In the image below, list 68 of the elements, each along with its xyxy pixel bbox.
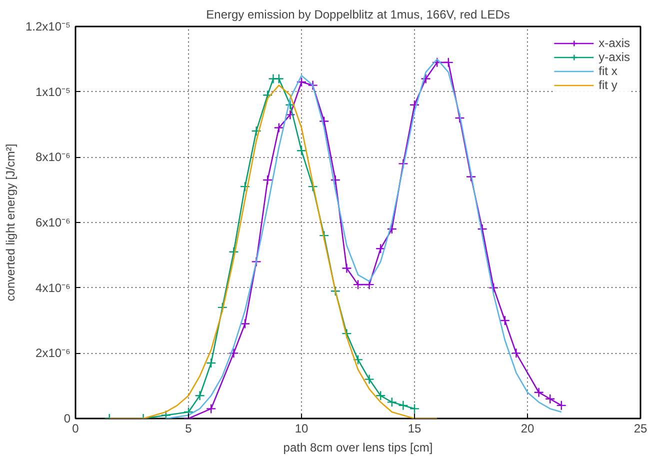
- point: [386, 224, 397, 234]
- point: [240, 318, 250, 329]
- point: [274, 74, 284, 84]
- point: [296, 146, 307, 156]
- point: [409, 404, 420, 414]
- legend-label: y-axis: [598, 50, 630, 64]
- y-tick-label: 0: [64, 412, 71, 426]
- point: [262, 90, 273, 100]
- point: [194, 390, 205, 401]
- y-tick-label: 1x10⁻⁵: [36, 84, 71, 99]
- point: [443, 57, 454, 68]
- point: [398, 158, 408, 169]
- point: [330, 286, 340, 296]
- point: [251, 256, 262, 267]
- point: [556, 400, 566, 411]
- point: [352, 354, 364, 365]
- point: [477, 224, 488, 234]
- point: [206, 358, 216, 368]
- point: [409, 100, 420, 110]
- x-tick-label: 15: [408, 422, 422, 436]
- point: [398, 400, 408, 411]
- point: [342, 263, 352, 274]
- point: [262, 174, 273, 186]
- y-axis-title: converted light energy [J/cm²]: [3, 144, 18, 302]
- y-tick-label: 2x10⁻⁶: [36, 346, 71, 360]
- point: [342, 328, 352, 339]
- point: [376, 244, 386, 254]
- point: [285, 110, 296, 120]
- point: [228, 246, 239, 257]
- x-tick-label: 25: [634, 422, 648, 436]
- point: [545, 394, 556, 404]
- point: [454, 112, 465, 124]
- point: [534, 387, 544, 398]
- x-tick-label: 5: [185, 422, 192, 436]
- point: [228, 348, 239, 358]
- legend-label: x-axis: [598, 36, 630, 50]
- point: [308, 80, 318, 90]
- point: [206, 404, 216, 414]
- chart-title: Energy emission by Doppelblitz at 1mus, 166V, red LEDs: [206, 8, 510, 22]
- point: [251, 126, 262, 136]
- point: [511, 348, 522, 358]
- point: [319, 116, 330, 126]
- y-tick-label: 4x10⁻⁶: [36, 280, 71, 295]
- point: [364, 374, 374, 384]
- point: [364, 279, 374, 290]
- y-tick-label: 1.2x10⁻⁵: [25, 20, 71, 34]
- legend-label: fit y: [598, 78, 618, 92]
- point: [352, 279, 364, 290]
- point: [386, 397, 397, 408]
- x-axis-title: path 8cm over lens tips [cm]: [283, 440, 433, 454]
- point: [274, 122, 284, 133]
- y-tick-label: 8x10⁻⁶: [36, 150, 71, 164]
- point: [296, 76, 307, 88]
- point: [330, 174, 340, 186]
- point: [160, 410, 171, 418]
- point: [420, 74, 431, 84]
- x-tick-label: 10: [294, 422, 308, 436]
- x-tick-label: 20: [520, 422, 534, 436]
- legend-label: fit x: [598, 64, 618, 78]
- point: [376, 390, 386, 401]
- point: [432, 57, 442, 68]
- point: [308, 181, 318, 192]
- x-tick-label: 0: [72, 422, 80, 436]
- point: [240, 181, 250, 192]
- y-tick-label: 6x10⁻⁶: [36, 216, 71, 230]
- point: [285, 100, 296, 110]
- point: [488, 282, 499, 293]
- point: [500, 315, 510, 326]
